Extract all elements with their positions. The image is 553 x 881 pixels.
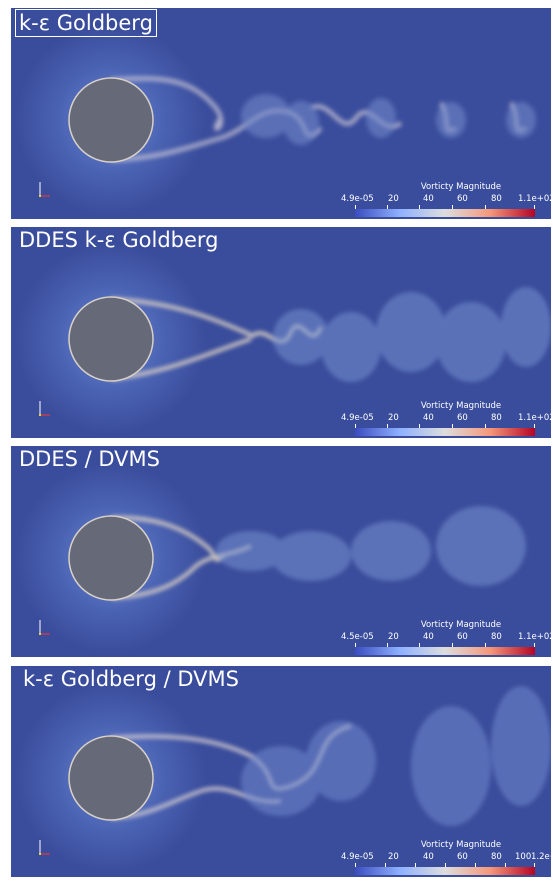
colorbar-label: 40 bbox=[423, 852, 434, 862]
colorbar-label: 40 bbox=[423, 194, 434, 204]
colorbar-label: 40 bbox=[423, 413, 434, 423]
axes-orientation-icon bbox=[39, 620, 50, 635]
cylinder bbox=[68, 77, 154, 163]
vorticity-field bbox=[11, 8, 551, 219]
colorbar bbox=[355, 647, 535, 655]
colorbar-label: 4.9e-05 bbox=[341, 194, 374, 204]
panel-title: DDES k-ε Goldberg bbox=[19, 228, 219, 252]
colorbar-label: 1.1e+02 bbox=[518, 194, 551, 204]
colorbar-label: 60 bbox=[457, 852, 468, 862]
colorbar-label: 80 bbox=[491, 413, 502, 423]
vorticity-field bbox=[11, 666, 551, 877]
colorbar-label: 80 bbox=[491, 632, 502, 642]
colorbar-ticks bbox=[355, 863, 535, 867]
vorticity-field bbox=[11, 446, 551, 657]
colorbar-labels: 4.9e-05 20 40 60 80 1.1e+02 bbox=[341, 413, 551, 425]
colorbar-title: Vorticty Magnitude bbox=[420, 840, 502, 850]
colorbar-label: 4.9e-05 bbox=[341, 413, 374, 423]
colorbar-label: 100 bbox=[515, 852, 532, 862]
colorbar-title: Vorticty Magnitude bbox=[420, 620, 502, 630]
colorbar-label: 20 bbox=[388, 632, 399, 642]
colorbar-label: 1.1e+02 bbox=[518, 632, 551, 642]
axes-orientation-icon bbox=[39, 182, 50, 197]
colorbar bbox=[355, 209, 535, 217]
colorbar-ticks bbox=[355, 424, 535, 428]
colorbar-label: 80 bbox=[491, 194, 502, 204]
colorbar-label: 80 bbox=[491, 852, 502, 862]
axes-orientation-icon bbox=[39, 840, 50, 855]
colorbar-label: 60 bbox=[457, 632, 468, 642]
cylinder bbox=[68, 515, 154, 601]
axes-orientation-icon bbox=[39, 401, 50, 416]
panel-title: k-ε Goldberg bbox=[15, 9, 157, 37]
colorbar-label: 40 bbox=[423, 632, 434, 642]
colorbar-ticks bbox=[355, 205, 535, 209]
panel-ddes-k-epsilon-goldberg: DDES k-ε Goldberg Vorticty Magnitude 4.9… bbox=[11, 227, 551, 438]
colorbar-label: 60 bbox=[457, 194, 468, 204]
cylinder bbox=[68, 735, 154, 821]
colorbar-label: 4.5e-05 bbox=[341, 632, 374, 642]
colorbar-label: 1.1e+02 bbox=[518, 413, 551, 423]
colorbar bbox=[355, 428, 535, 436]
colorbar-ticks bbox=[355, 643, 535, 647]
colorbar-label: 1.2e+02 bbox=[531, 852, 551, 862]
colorbar-labels: 4.5e-05 20 40 60 80 1.1e+02 bbox=[341, 632, 551, 644]
colorbar-labels: 4.9e-05 20 40 60 80 100 1.2e+02 bbox=[341, 852, 551, 864]
panel-k-epsilon-goldberg: k-ε Goldberg Vorticty Magnitude 4.9e-05 … bbox=[11, 8, 551, 219]
colorbar-title: Vorticty Magnitude bbox=[420, 401, 502, 411]
colorbar-label: 4.9e-05 bbox=[341, 852, 374, 862]
colorbar-title: Vorticty Magnitude bbox=[420, 182, 502, 192]
vorticity-field bbox=[11, 227, 551, 438]
colorbar bbox=[355, 867, 535, 875]
panel-title: k-ε Goldberg / DVMS bbox=[23, 667, 239, 691]
panel-title: DDES / DVMS bbox=[19, 447, 160, 471]
colorbar-label: 20 bbox=[388, 194, 399, 204]
panel-ddes-dvms: DDES / DVMS Vorticty Magnitude 4.5e-05 2… bbox=[11, 446, 551, 657]
colorbar-label: 20 bbox=[388, 852, 399, 862]
colorbar-label: 60 bbox=[457, 413, 468, 423]
panel-k-epsilon-goldberg-dvms: k-ε Goldberg / DVMS Vorticty Magnitude 4… bbox=[11, 666, 551, 877]
colorbar-labels: 4.9e-05 20 40 60 80 1.1e+02 bbox=[341, 194, 551, 206]
cylinder bbox=[68, 296, 154, 382]
colorbar-label: 20 bbox=[388, 413, 399, 423]
